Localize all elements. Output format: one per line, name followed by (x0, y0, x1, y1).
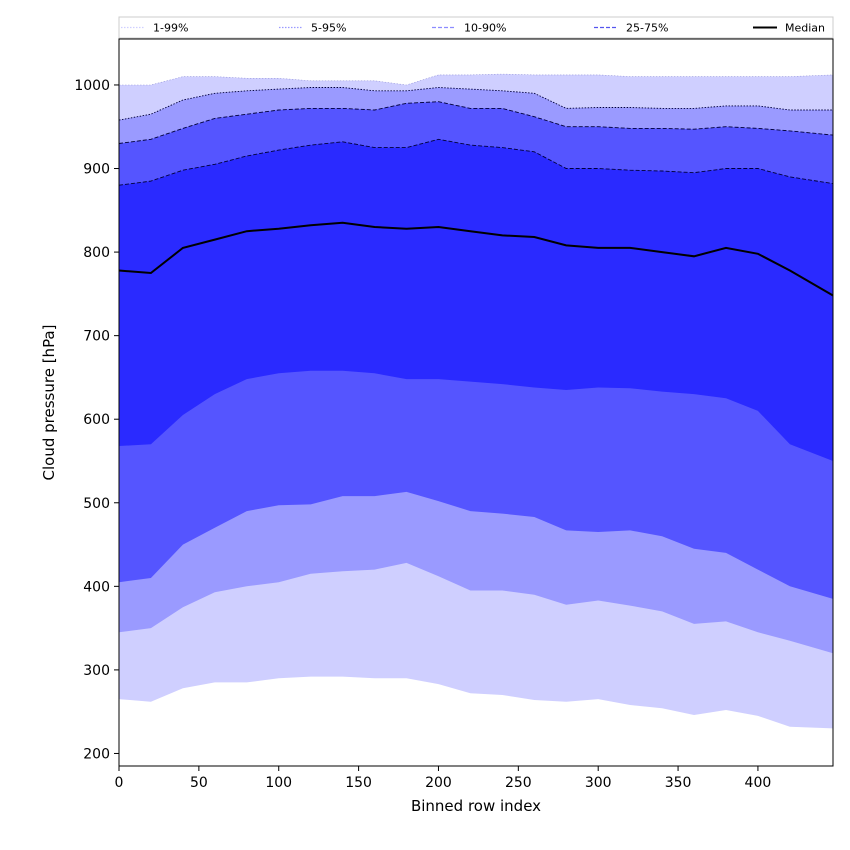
median-line-group (118, 221, 834, 297)
band-edge-5-95pct (118, 87, 833, 121)
x-tick-label: 300 (585, 775, 612, 791)
y-axis-label: Cloud pressure [hPa] (40, 325, 58, 481)
band-edge-25-75pct (118, 138, 834, 186)
x-tick-label: 350 (665, 775, 692, 791)
y-axis-ticks: 200 300 400 500 600 700 800 900 1000 (74, 78, 119, 762)
y-tick-label: 200 (83, 746, 110, 762)
x-axis-ticks: 0 50 100 150 200 250 300 350 400 (115, 766, 772, 791)
legend-label: 5-95% (311, 22, 346, 35)
x-axis-label: Binned row index (411, 797, 541, 815)
legend-label: Median (785, 22, 825, 35)
percentile-bands (118, 73, 834, 729)
y-tick-label: 1000 (74, 78, 110, 94)
y-tick-label: 900 (83, 162, 110, 178)
median-line (118, 221, 834, 297)
legend-label: 25-75% (626, 22, 668, 35)
y-tick-label: 400 (83, 579, 110, 595)
band-edge-10-90pct (118, 101, 834, 144)
x-tick-label: 100 (265, 775, 292, 791)
y-tick-label: 700 (83, 329, 110, 345)
y-tick-label: 500 (83, 496, 110, 512)
x-tick-label: 150 (345, 775, 372, 791)
legend: 1-99% 5-95% 10-90% 25-75% Median (118, 16, 834, 39)
legend-label: 10-90% (464, 22, 506, 35)
x-tick-label: 50 (190, 775, 208, 791)
band-25-75pct (119, 139, 833, 462)
x-tick-label: 250 (505, 775, 532, 791)
plot-frame (118, 38, 834, 767)
y-tick-label: 800 (83, 245, 110, 261)
y-tick-label: 300 (83, 663, 110, 679)
legend-box (118, 16, 834, 39)
band-edge-1-99pct (119, 73, 834, 86)
x-tick-label: 400 (745, 775, 772, 791)
x-tick-label: 0 (115, 775, 124, 791)
x-tick-label: 200 (425, 775, 452, 791)
legend-label: 1-99% (153, 22, 188, 35)
y-tick-label: 600 (83, 412, 110, 428)
